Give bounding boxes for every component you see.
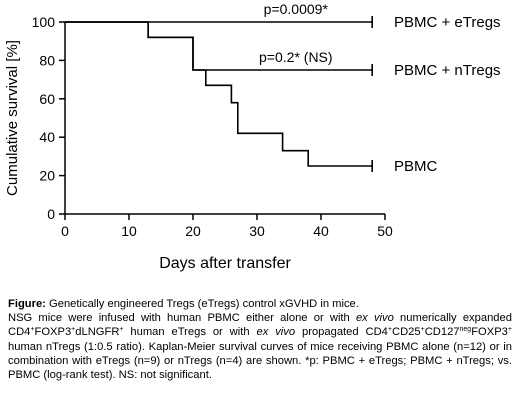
y-tick-label: 60 [39, 91, 55, 107]
series-label: PBMC + eTregs [394, 14, 501, 31]
caption-sup: + [119, 326, 124, 334]
caption-label: Figure: [8, 298, 46, 310]
x-axis-label: Days after transfer [159, 255, 291, 272]
x-ticks: 0 10 20 30 40 50 [61, 214, 393, 239]
annotations: p=0.0009* p=0.2* (NS) [259, 1, 333, 65]
caption-text: numerically expanded CD4 [8, 312, 512, 339]
x-tick-label: 0 [61, 223, 69, 239]
p-value-annotation: p=0.2* (NS) [259, 49, 333, 65]
y-tick-label: 40 [39, 129, 55, 145]
y-tick-label: 80 [39, 52, 55, 68]
x-tick-label: 40 [313, 223, 329, 239]
y-tick-label: 0 [47, 206, 55, 222]
series-line [65, 21, 373, 167]
caption-italic: ex vivo [256, 326, 296, 339]
series-label: PBMC + nTregs [394, 62, 501, 79]
y-ticks: 0 20 40 60 80 100 [32, 14, 65, 222]
caption-body: NSG mice were infused with human PBMC ei… [8, 311, 512, 382]
x-tick-label: 10 [121, 223, 137, 239]
caption-text: FOXP3 [34, 326, 72, 339]
caption-sup: + [30, 326, 35, 334]
caption-title: Figure: Genetically engineered Tregs (eT… [8, 297, 512, 311]
x-tick-label: 30 [249, 223, 265, 239]
caption-text: FOXP3 [471, 326, 508, 339]
series-label: PBMC [394, 158, 438, 175]
figure-caption: Figure: Genetically engineered Tregs (eT… [8, 297, 512, 382]
caption-text: human nTregs (1:0.5 ratio). Kaplan-Meier… [8, 340, 512, 382]
caption-sup: + [507, 326, 512, 334]
series-labels: PBMC + eTregs PBMC + nTregs PBMC [394, 14, 501, 175]
caption-text: propagated CD4 [295, 326, 388, 339]
caption-title-text: Genetically engineered Tregs (eTregs) co… [45, 298, 359, 310]
caption-italic: ex vivo [355, 312, 394, 325]
caption-sup: + [387, 326, 392, 334]
caption-text: CD127 [424, 326, 460, 339]
x-tick-label: 50 [377, 223, 393, 239]
y-tick-label: 100 [32, 14, 56, 30]
series-lines [65, 16, 374, 172]
caption-sup: + [420, 326, 425, 334]
caption-sup: neg [459, 326, 472, 334]
x-tick-label: 20 [185, 223, 201, 239]
caption-text: human eTregs or with [123, 326, 257, 339]
y-axis-label: Cumulative survival [%] [4, 40, 21, 196]
p-value-annotation: p=0.0009* [264, 1, 329, 17]
caption-text: CD25 [391, 326, 421, 339]
y-tick-label: 20 [39, 168, 55, 184]
caption-text: dLNGFR [75, 326, 120, 339]
survival-chart: 0 20 40 60 80 100 0 10 20 30 40 50 p=0.0009* p=0.2*… [4, 1, 501, 272]
caption-sup: + [71, 326, 76, 334]
caption-text: NSG mice were infused with human PBMC ei… [8, 312, 356, 325]
